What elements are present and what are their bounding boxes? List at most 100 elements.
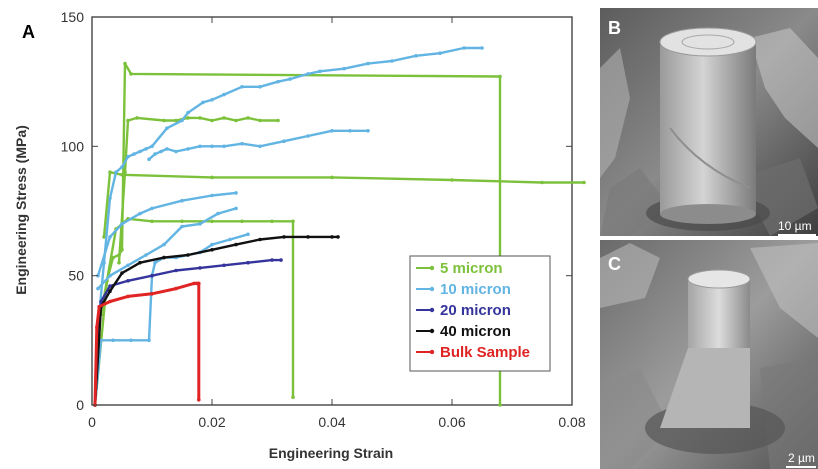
data-point (282, 139, 286, 143)
data-point (123, 170, 127, 174)
data-point (336, 235, 340, 239)
data-point (582, 180, 586, 185)
data-point (153, 152, 157, 156)
data-point (198, 116, 202, 120)
data-point (291, 395, 295, 400)
data-point (197, 281, 201, 286)
data-point (258, 85, 262, 89)
data-point (222, 116, 226, 120)
data-point (210, 175, 214, 180)
data-point (222, 144, 226, 149)
legend-label: 40 micron (440, 323, 511, 340)
data-point (201, 100, 205, 105)
data-point (306, 72, 310, 76)
y-tick-label: 0 (76, 397, 84, 413)
data-point (150, 144, 154, 149)
data-point (186, 116, 190, 120)
data-point (198, 266, 202, 270)
x-tick-label: 0.08 (558, 414, 585, 430)
data-point (270, 258, 274, 262)
y-tick-label: 50 (68, 268, 84, 284)
data-point (144, 147, 148, 151)
data-point (174, 286, 178, 291)
data-point (138, 149, 142, 154)
panel-label-b: B (608, 18, 621, 38)
data-point (390, 59, 394, 63)
data-point (162, 118, 166, 123)
data-point (129, 72, 133, 76)
data-point (210, 242, 214, 247)
data-point (318, 69, 322, 74)
data-point (462, 46, 466, 50)
data-point (174, 268, 178, 273)
scale-label-b: 10 µm (778, 219, 812, 233)
data-point (291, 219, 295, 224)
data-point (180, 198, 184, 203)
data-point (306, 134, 310, 138)
data-point (222, 263, 226, 268)
data-point (174, 118, 178, 123)
data-point (498, 403, 502, 407)
data-point (240, 219, 244, 224)
data-point (276, 118, 280, 123)
scale-label-c: 2 µm (788, 451, 815, 465)
data-point (111, 338, 115, 343)
data-point (108, 196, 112, 200)
data-point (126, 154, 130, 159)
data-point (97, 304, 101, 309)
data-point (228, 237, 232, 242)
data-point (186, 253, 190, 257)
data-point (258, 237, 262, 242)
data-point (108, 299, 112, 304)
data-point (138, 211, 142, 216)
data-point (108, 170, 112, 174)
data-point (282, 235, 286, 239)
data-point (186, 147, 190, 151)
data-point (135, 116, 139, 120)
data-point (147, 157, 151, 162)
x-tick-label: 0.02 (198, 414, 225, 430)
data-point (150, 206, 154, 211)
sem-micrographs: B 10 µm C 2 µm (600, 8, 818, 469)
series-40-micron (93, 235, 340, 407)
data-point (258, 118, 262, 123)
legend-label: Bulk Sample (440, 344, 530, 361)
data-point (150, 219, 154, 224)
x-tick-label: 0.04 (318, 414, 345, 430)
series-line (96, 191, 237, 277)
data-point (246, 260, 250, 265)
data-point (210, 193, 214, 198)
panel-label-a: A (22, 22, 35, 42)
data-point (159, 149, 163, 154)
data-point (342, 66, 346, 71)
data-point (330, 235, 334, 239)
data-point (129, 338, 133, 343)
legend-marker (429, 349, 435, 355)
data-point (210, 98, 214, 102)
data-point (192, 281, 196, 286)
data-point (96, 286, 100, 291)
data-point (234, 206, 238, 211)
legend-marker (429, 307, 435, 313)
data-point (240, 85, 244, 89)
data-point (180, 118, 184, 123)
data-point (108, 273, 112, 278)
series-line (102, 170, 584, 238)
series-layer (93, 46, 586, 407)
series-20-micron (93, 258, 283, 407)
data-point (120, 271, 124, 275)
data-point (126, 279, 130, 283)
data-point (114, 170, 118, 174)
data-point (270, 219, 274, 224)
data-point (288, 77, 292, 81)
legend-marker (429, 286, 435, 292)
data-point (246, 116, 250, 120)
data-point (438, 51, 442, 55)
data-point (108, 284, 112, 288)
data-point (450, 178, 454, 182)
series-line (148, 129, 368, 161)
data-point (150, 292, 154, 296)
data-point (210, 219, 214, 224)
data-point (144, 253, 148, 257)
